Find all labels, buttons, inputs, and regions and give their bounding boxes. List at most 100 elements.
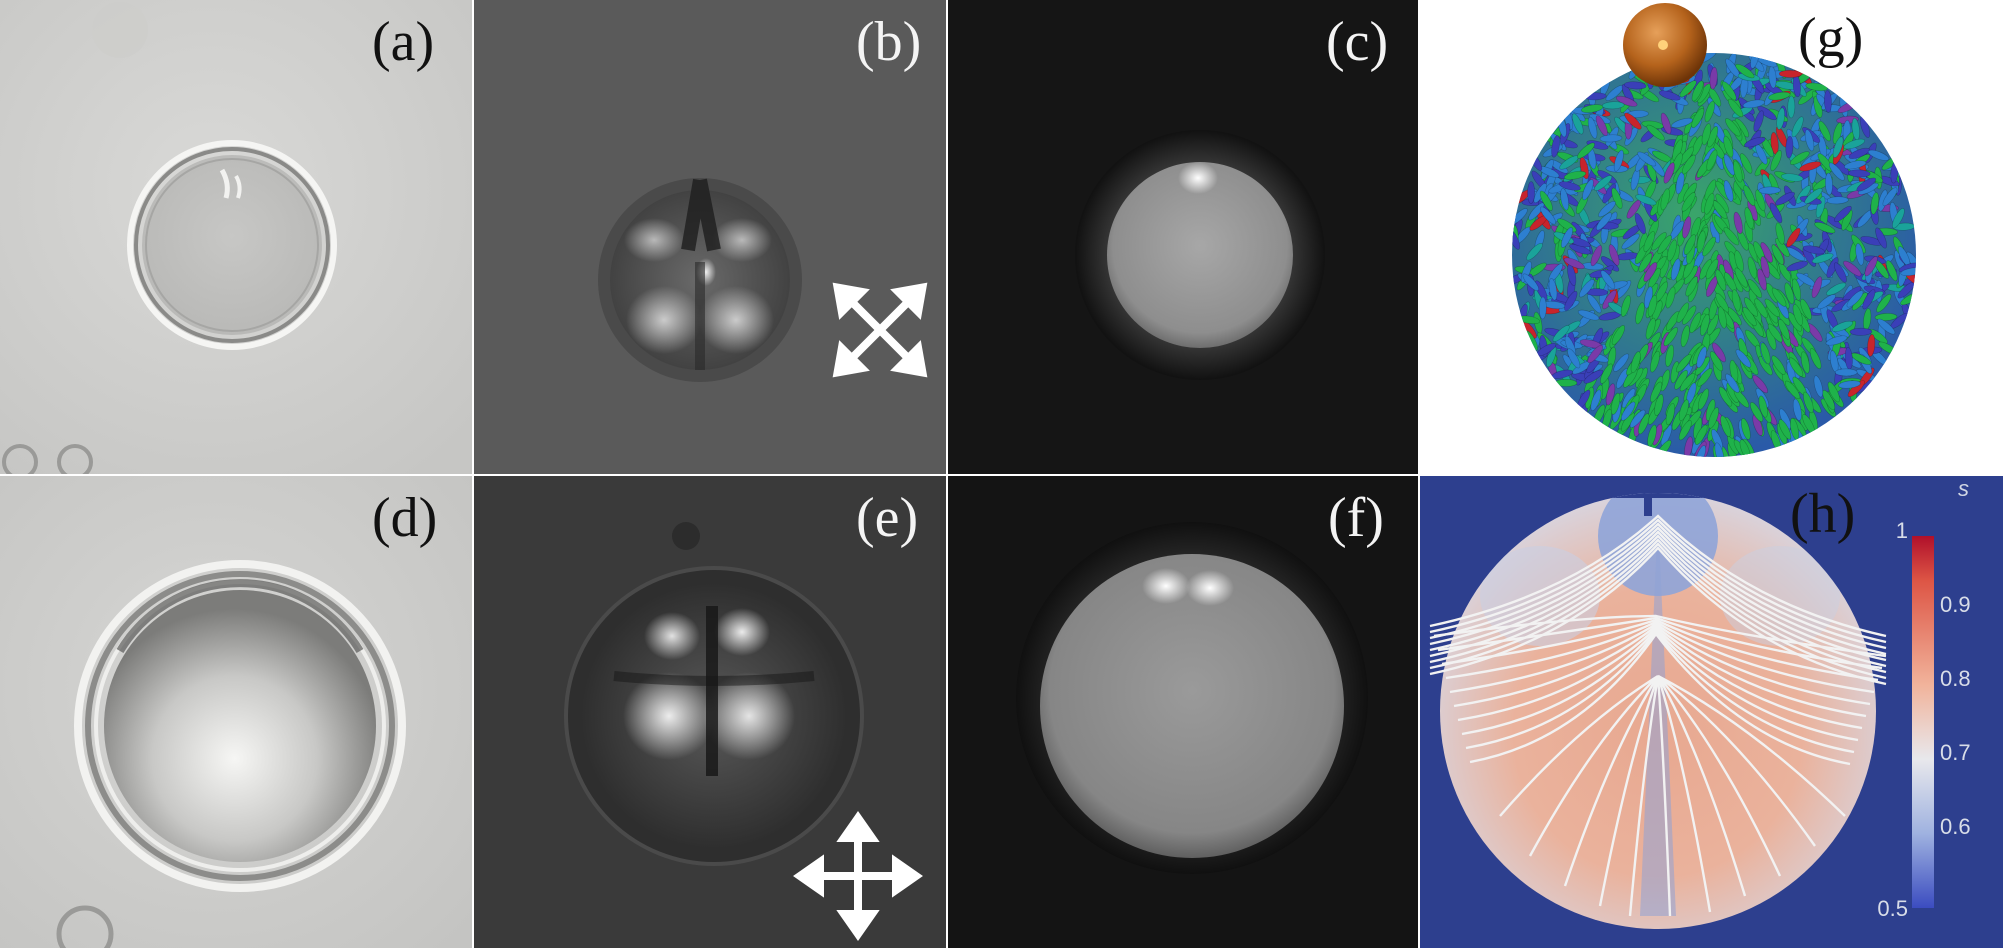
rod [1611, 325, 1626, 345]
colorbar-tick: 1 [1896, 518, 1908, 543]
panel-d-image [0, 476, 472, 948]
rod [1877, 318, 1896, 335]
streamline [1628, 675, 1660, 917]
rod [1676, 302, 1690, 323]
rod [1823, 90, 1832, 113]
rod [1721, 81, 1737, 101]
rod [1512, 228, 1520, 250]
rod [1629, 409, 1646, 428]
rod [1522, 273, 1540, 292]
rod [1825, 335, 1848, 346]
rod [1683, 257, 1696, 279]
rod [1540, 206, 1556, 225]
panel-g-label: (g) [1798, 7, 1864, 69]
rod [1567, 348, 1581, 369]
rod [1645, 317, 1656, 340]
rod [1681, 154, 1696, 175]
rod [1791, 116, 1804, 138]
rod [1663, 162, 1675, 184]
colorbar-tick: 0.6 [1940, 814, 1971, 839]
rod [1749, 402, 1764, 422]
rod [1834, 368, 1858, 377]
rod [1758, 395, 1768, 418]
rod [1583, 369, 1604, 384]
rod [1549, 159, 1569, 174]
panel-f-image [948, 476, 1418, 948]
panel-e: (e) [474, 476, 946, 948]
rod [1610, 392, 1621, 415]
rod [1657, 235, 1672, 255]
rod [1704, 179, 1717, 201]
rod [1815, 196, 1826, 218]
rod [1767, 323, 1783, 343]
rod [1723, 135, 1734, 158]
rod [1596, 212, 1612, 231]
crossed-polarizer-arrows-icon [832, 282, 928, 378]
rod [1882, 187, 1898, 207]
rod [1771, 287, 1787, 307]
rod [1832, 136, 1844, 158]
rod [1611, 187, 1623, 209]
rod [1766, 328, 1777, 351]
panel-d-label: (d) [372, 487, 438, 549]
rod [1672, 139, 1683, 161]
rod [1602, 289, 1617, 310]
rod [1564, 290, 1578, 311]
streamline [1437, 616, 1883, 670]
panel-a: (a) [0, 0, 472, 474]
rod [1558, 181, 1581, 191]
rod [1789, 151, 1810, 165]
rod [1822, 389, 1836, 411]
streamline [1528, 675, 1659, 857]
streamline [1429, 534, 1887, 668]
rod [1683, 234, 1696, 255]
rod [1560, 188, 1569, 211]
rod [1900, 267, 1916, 276]
panel-f: (f) [948, 476, 1418, 948]
rod [1753, 110, 1764, 132]
rod [1754, 298, 1768, 319]
rod [1678, 420, 1692, 441]
rod [1702, 236, 1717, 257]
rod [1799, 161, 1822, 172]
rod [1563, 170, 1587, 180]
rod [1563, 257, 1585, 270]
rod [1752, 374, 1768, 394]
rod [1699, 314, 1710, 336]
rod [1665, 403, 1676, 426]
rod [1742, 306, 1757, 327]
rod [1630, 351, 1641, 374]
colorbar-tick: 0.8 [1940, 666, 1971, 691]
parallel-polarizer-arrows-icon [793, 811, 923, 941]
panel-d: (d) [0, 476, 472, 948]
rod [1684, 436, 1693, 457]
streamline [1656, 675, 1712, 913]
rod [1723, 180, 1734, 202]
rod [1892, 208, 1905, 229]
streamline [1656, 675, 1747, 897]
rod [1715, 269, 1727, 291]
rod [1548, 278, 1558, 301]
rod [1715, 292, 1730, 313]
rod [1647, 294, 1658, 317]
rod [1670, 258, 1681, 281]
streamline [1657, 674, 1846, 817]
rod [1771, 355, 1786, 375]
rod [1705, 258, 1719, 280]
rod [1691, 107, 1705, 129]
streamline [1433, 614, 1887, 658]
rod [1811, 276, 1823, 298]
rod [1579, 279, 1595, 298]
rod [1744, 136, 1766, 148]
rod [1665, 286, 1676, 309]
rod [1634, 213, 1646, 235]
rod [1658, 90, 1681, 101]
rod [1784, 282, 1795, 305]
rod [1734, 267, 1748, 288]
rod [1886, 260, 1898, 282]
rod [1832, 122, 1843, 145]
rod [1786, 260, 1809, 272]
streamline [1598, 675, 1660, 907]
rod [1786, 227, 1801, 248]
rod [1681, 192, 1696, 212]
